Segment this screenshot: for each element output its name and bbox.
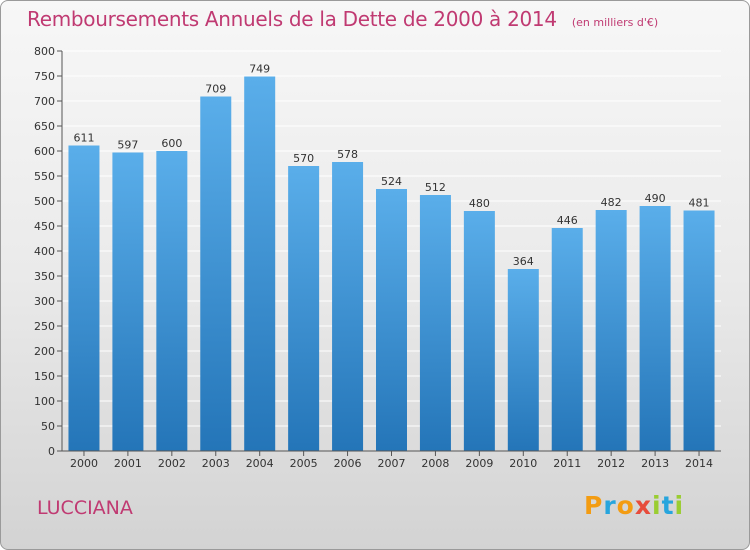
- y-tick-label: 350: [34, 270, 55, 283]
- value-label-2001: 597: [117, 139, 138, 152]
- x-tick-label-2011: 2011: [553, 457, 581, 470]
- value-label-2014: 481: [689, 197, 710, 210]
- y-tick-label: 750: [34, 70, 55, 83]
- bar-2008[interactable]: [419, 195, 451, 451]
- bars: [68, 76, 715, 452]
- x-tick-label-2014: 2014: [685, 457, 713, 470]
- x-tick-label-2008: 2008: [421, 457, 449, 470]
- bar-2003[interactable]: [200, 96, 232, 452]
- bar-2006[interactable]: [332, 162, 364, 451]
- bar-2007[interactable]: [376, 189, 407, 451]
- axes: 0 50 100 150 200 250 300 350 400 450 500 550 600 650 7…: [34, 45, 721, 470]
- bar-2004[interactable]: [244, 76, 276, 452]
- y-tick-label: 50: [41, 420, 55, 433]
- logo-letter: P: [584, 491, 604, 520]
- logo-letter: i: [674, 491, 685, 520]
- x-tick-label-2002: 2002: [158, 457, 186, 470]
- value-label-2004: 749: [249, 63, 270, 76]
- y-tick-label: 600: [34, 145, 55, 158]
- y-tick-label: 200: [34, 345, 55, 358]
- value-label-2008: 512: [425, 181, 446, 194]
- bar-2011[interactable]: [551, 228, 583, 451]
- value-label-2010: 364: [513, 255, 534, 268]
- x-tick-label-2007: 2007: [378, 457, 406, 470]
- y-tick-label: 300: [34, 295, 55, 308]
- logo-letter: r: [603, 491, 617, 520]
- value-label-2003: 709: [205, 83, 226, 96]
- bar-2010[interactable]: [507, 269, 539, 451]
- x-tick-label-2012: 2012: [597, 457, 625, 470]
- chart-title: Remboursements Annuels de la Dette de 20…: [27, 7, 658, 31]
- bar-2005[interactable]: [288, 166, 320, 451]
- x-tick-label-2004: 2004: [246, 457, 274, 470]
- y-tick-label: 500: [34, 195, 55, 208]
- y-tick-label: 100: [34, 395, 55, 408]
- chart-unit-label: (en milliers d'€): [571, 16, 659, 29]
- bar-2012[interactable]: [595, 210, 627, 451]
- labels: 611 597 600 709 749 570 578 524 512 480 364 446 482 4…: [73, 63, 709, 269]
- y-tick-label: 650: [34, 120, 55, 133]
- logo-letter: i: [652, 491, 662, 520]
- value-label-2013: 490: [645, 192, 666, 205]
- x-tick-label-2000: 2000: [70, 457, 98, 470]
- bar-2009[interactable]: [463, 211, 495, 451]
- y-tick-label: 550: [34, 170, 55, 183]
- x-tick-label-2010: 2010: [509, 457, 537, 470]
- logo-letter: x: [634, 491, 652, 520]
- logo-letter: o: [616, 491, 635, 520]
- value-label-2009: 480: [469, 197, 490, 210]
- y-tick-label: 400: [34, 245, 55, 258]
- proxiti-logo[interactable]: Proxiti: [584, 491, 684, 520]
- bar-2000[interactable]: [68, 145, 100, 452]
- y-tick-label: 150: [34, 370, 55, 383]
- value-label-2007: 524: [381, 175, 402, 188]
- x-tick-label-2006: 2006: [334, 457, 362, 470]
- logo-letter: t: [661, 491, 675, 520]
- bar-2014[interactable]: [683, 210, 715, 452]
- y-tick-label: 800: [34, 45, 55, 58]
- value-label-2011: 446: [557, 214, 578, 227]
- bar-2002[interactable]: [156, 151, 188, 451]
- x-tick-label-2001: 2001: [114, 457, 142, 470]
- value-label-2005: 570: [293, 152, 314, 165]
- x-tick-label-2009: 2009: [465, 457, 493, 470]
- value-label-2012: 482: [601, 196, 622, 209]
- x-tick-label-2013: 2013: [641, 457, 669, 470]
- chart-title-text: Remboursements Annuels de la Dette de 20…: [27, 7, 557, 31]
- value-label-2006: 578: [337, 148, 358, 161]
- value-label-2000: 611: [73, 132, 94, 145]
- y-tick-label: 0: [48, 445, 55, 458]
- x-tick-label-2003: 2003: [202, 457, 230, 470]
- x-tick-label-2005: 2005: [290, 457, 318, 470]
- y-tick-label: 250: [34, 320, 55, 333]
- value-label-2002: 600: [161, 137, 182, 150]
- bar-2001[interactable]: [112, 152, 144, 452]
- y-tick-label: 450: [34, 220, 55, 233]
- y-tick-label: 700: [34, 95, 55, 108]
- bar-2013[interactable]: [639, 206, 671, 451]
- place-name: LUCCIANA: [37, 497, 133, 519]
